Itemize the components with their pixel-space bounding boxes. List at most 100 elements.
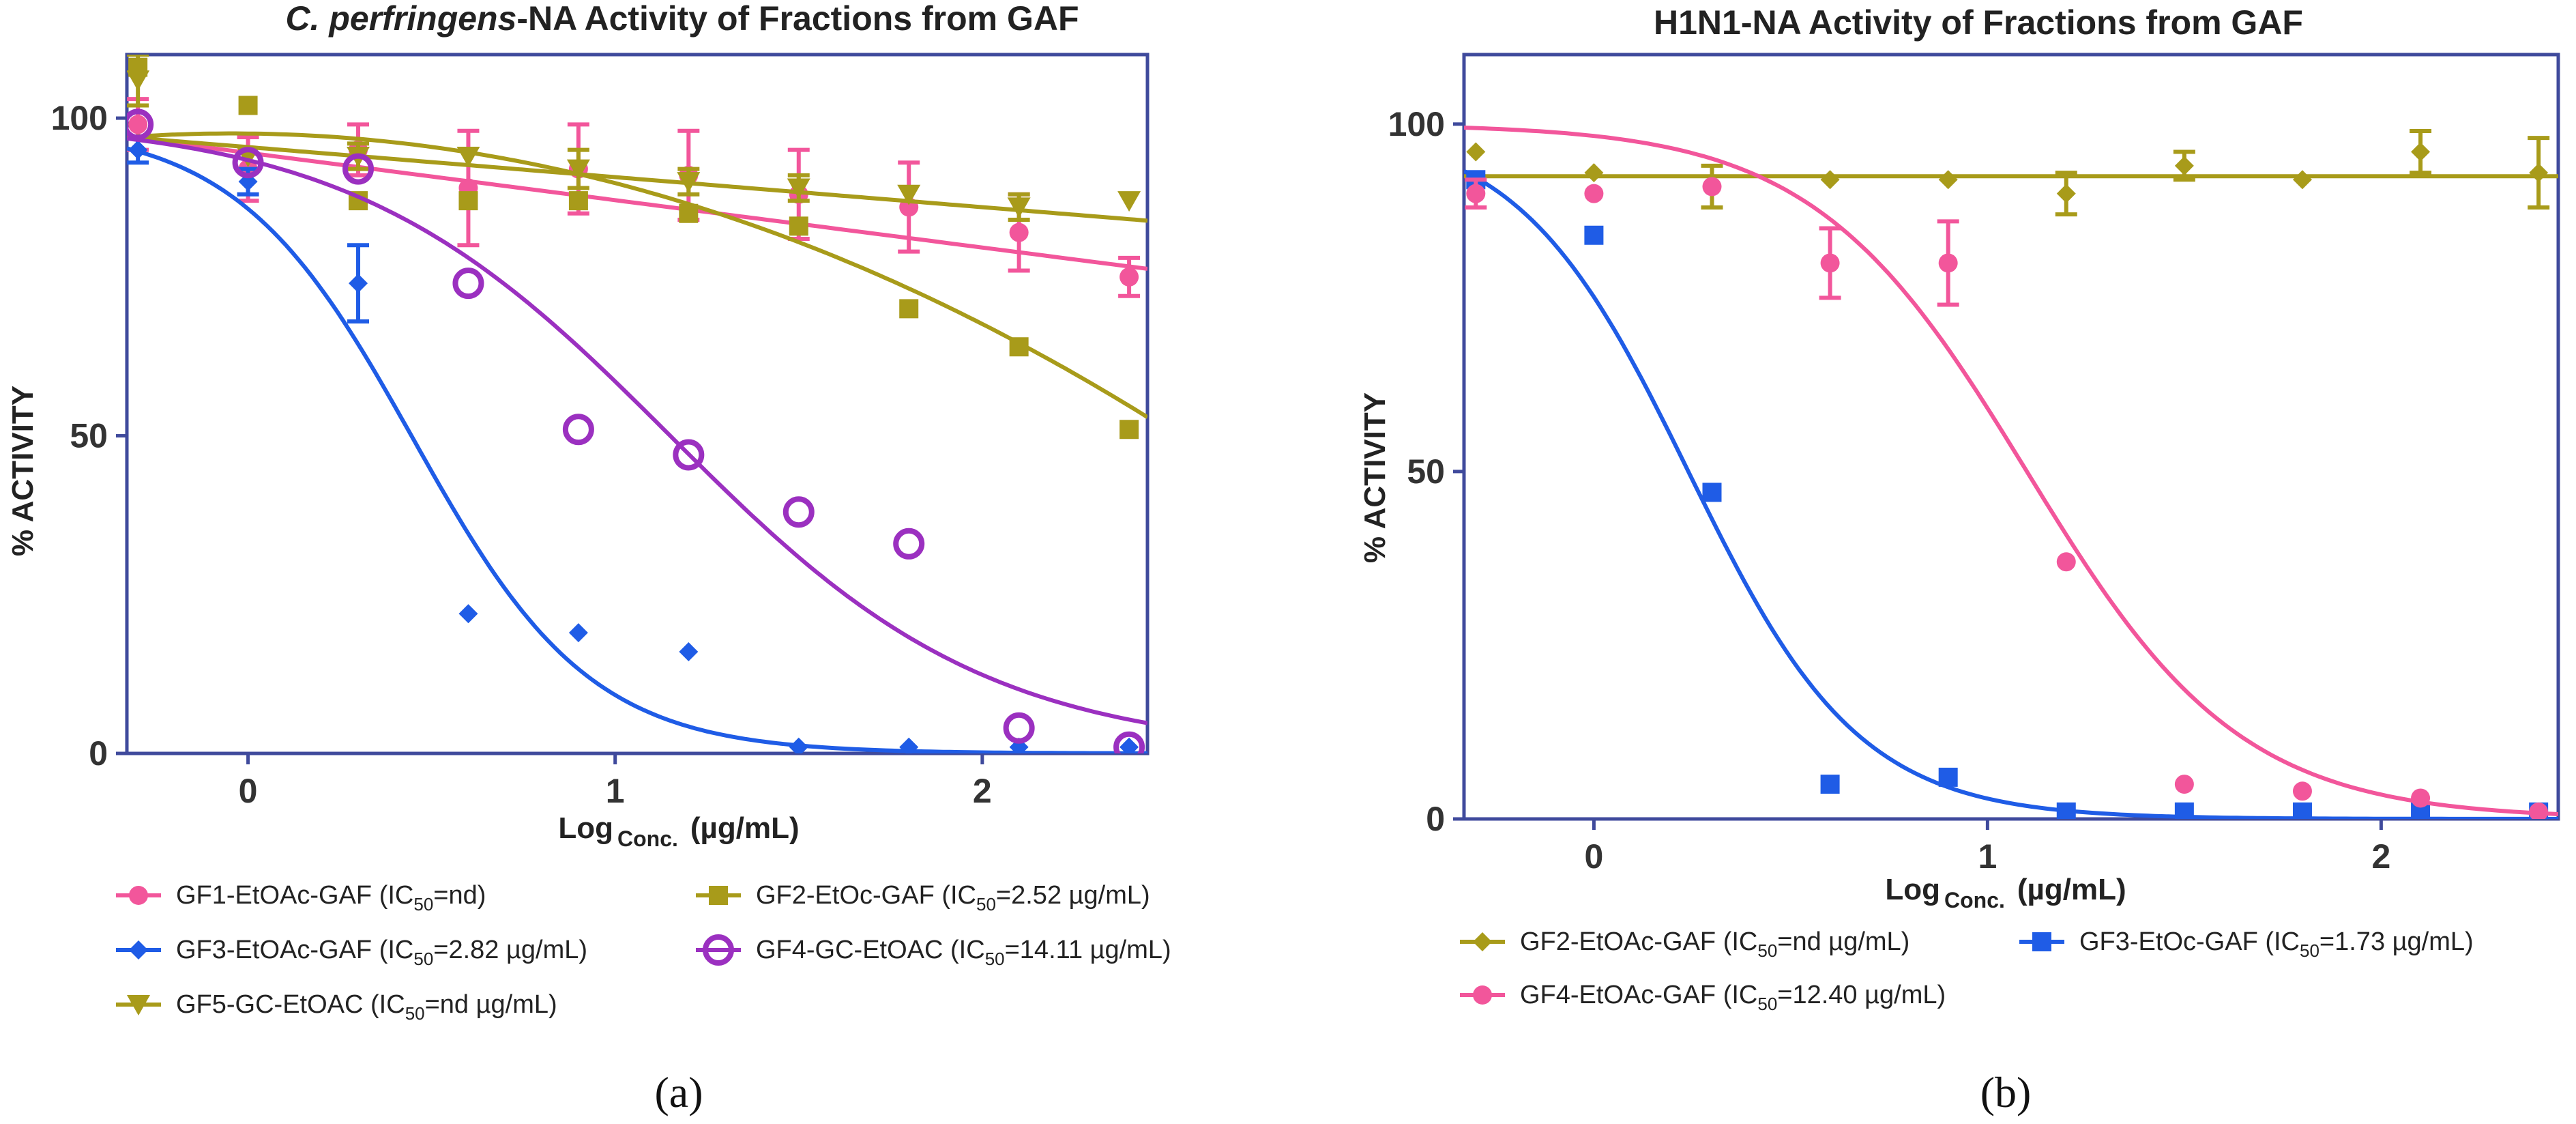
chart-b-y-tick-label: 0 bbox=[1426, 800, 1445, 838]
chart-b-series-3-point bbox=[1702, 177, 1722, 197]
chart-b-series-1-point bbox=[1938, 170, 1958, 190]
chart-a-series-5-point bbox=[782, 496, 815, 528]
chart-a-legend-label: GF3-EtOAc-GAF (IC50=2.82 µg/mL) bbox=[176, 936, 587, 969]
chart-a-legend-label: GF5-GC-EtOAC (IC50=nd µg/mL) bbox=[176, 990, 557, 1024]
chart-a-series-3-point bbox=[787, 178, 810, 199]
chart-b-plot-area: 0 50 100 0 1 2 bbox=[1388, 53, 2560, 876]
chart-b-legend-label: GF2-EtOAc-GAF (IC50=nd µg/mL) bbox=[1520, 927, 1909, 961]
chart-a-x-axis-label: Log Conc. (µg/mL) bbox=[558, 811, 799, 851]
chart-a-series-2 bbox=[127, 135, 1147, 753]
chart-a-series-2-point bbox=[679, 642, 699, 662]
chart-b-x-axis-label-sub: Conc. bbox=[1944, 888, 2005, 912]
chart-b-y-axis-label: % ACTIVITY bbox=[1358, 392, 1392, 563]
chart-b-series-2-point bbox=[1584, 225, 1604, 245]
chart-b-series-3-fit-curve bbox=[1464, 126, 2558, 816]
chart-a-series-3 bbox=[127, 55, 1147, 223]
panel-a-label: (a) bbox=[654, 1068, 703, 1116]
chart-a-series-2-point bbox=[1009, 737, 1029, 753]
chart-a-series-3-point bbox=[566, 159, 590, 180]
chart-b-series-3 bbox=[1464, 126, 2558, 819]
chart-b-x-axis-label-main: Log bbox=[1885, 873, 1940, 906]
chart-a-series-5-point bbox=[1113, 731, 1145, 753]
chart-a-x-axis-label-unit: (µg/mL) bbox=[690, 811, 800, 845]
chart-a-series-3-fit-curve bbox=[127, 135, 1147, 223]
chart-b-series-2-point bbox=[1938, 767, 1958, 787]
chart-a-series-5-point bbox=[127, 109, 154, 141]
chart-b-series-3-point bbox=[1938, 253, 1958, 273]
chart-b-series-3-point bbox=[1584, 184, 1604, 203]
chart-a-legend-swatch-marker bbox=[709, 886, 728, 905]
chart-a-series-4-point bbox=[238, 96, 258, 115]
chart-b-series-2-fit-curve bbox=[1464, 169, 2558, 819]
chart-b-x-axis-label-unit: (µg/mL) bbox=[2017, 873, 2126, 906]
chart-b-series-1-point bbox=[2529, 163, 2549, 183]
chart-b-legend: GF2-EtOAc-GAF (IC50=nd µg/mL) GF3-EtOc-GA… bbox=[1460, 927, 2474, 1014]
chart-a-series-1-point bbox=[128, 115, 148, 134]
chart-b-series-1 bbox=[1464, 129, 2558, 217]
chart-a-legend-swatch-marker bbox=[129, 940, 148, 960]
chart-a-series-5-fit-curve bbox=[127, 136, 1147, 725]
chart-b-series-1-point bbox=[2056, 184, 2076, 203]
chart-a-legend-item-1: GF1-EtOAc-GAF (IC50=nd) bbox=[116, 881, 486, 914]
chart-b-legend-item-2: GF3-EtOc-GAF (IC50=1.73 µg/mL) bbox=[2019, 927, 2474, 961]
chart-b-legend-label: GF4-EtOAc-GAF (IC50=12.40 µg/mL) bbox=[1520, 981, 1946, 1014]
chart-a-series-2-fit-curve bbox=[127, 146, 1147, 753]
chart-a-x-tick-label: 2 bbox=[973, 772, 992, 810]
chart-panel-a: C. perfringens-NA Activity of Fractions … bbox=[6, 0, 1171, 1116]
chart-a-plot-area: 0 50 100 0 1 2 bbox=[51, 53, 1150, 810]
chart-b-series-3-point bbox=[2411, 788, 2431, 808]
chart-b-legend-item-3: GF4-EtOAc-GAF (IC50=12.40 µg/mL) bbox=[1460, 981, 1946, 1014]
chart-a-series-5-point bbox=[562, 414, 594, 446]
chart-a-series-5-point bbox=[232, 147, 264, 179]
chart-a-series-3-point bbox=[677, 172, 701, 193]
chart-a-series-4-point bbox=[789, 216, 808, 236]
chart-a-series-5-point bbox=[452, 268, 484, 300]
chart-b-x-tick-label: 1 bbox=[1978, 837, 1997, 876]
chart-a-title-rest: -NA Activity of Fractions from GAF bbox=[516, 0, 1079, 38]
chart-b-series-1-point bbox=[2292, 170, 2312, 190]
chart-a-series-4-fit-curve bbox=[127, 131, 1147, 419]
chart-b-legend-label: GF3-EtOc-GAF (IC50=1.73 µg/mL) bbox=[2079, 927, 2474, 961]
chart-a-y-tick-label: 50 bbox=[70, 417, 108, 455]
chart-b-series-1-point bbox=[1584, 163, 1604, 183]
chart-a-series-1-point bbox=[1009, 222, 1029, 242]
chart-b-y-tick-label: 50 bbox=[1407, 452, 1445, 491]
chart-a-series-3-point bbox=[1007, 197, 1031, 218]
chart-a-legend-item-5: GF4-GC-EtOAC (IC50=14.11 µg/mL) bbox=[696, 934, 1171, 969]
chart-a-legend-item-2: GF3-EtOAc-GAF (IC50=2.82 µg/mL) bbox=[116, 936, 587, 969]
chart-b-title: H1N1-NA Activity of Fractions from GAF bbox=[1654, 3, 2303, 42]
chart-a-title: C. perfringens-NA Activity of Fractions … bbox=[285, 0, 1079, 38]
chart-a-series-4-point bbox=[128, 57, 148, 77]
chart-a-series-5-point bbox=[1003, 712, 1035, 744]
chart-a-series-5 bbox=[127, 109, 1147, 753]
chart-a-series-4-point bbox=[1119, 420, 1139, 439]
chart-a-series-2-point bbox=[458, 604, 478, 624]
chart-b-series-1-point bbox=[1466, 142, 1486, 162]
chart-a-series-5-point bbox=[673, 439, 705, 471]
chart-a-x-tick-label: 1 bbox=[606, 772, 625, 810]
chart-a-series-3-point bbox=[1117, 191, 1141, 212]
chart-a-y-tick-label: 100 bbox=[51, 99, 108, 137]
chart-a-series-4-point bbox=[1009, 337, 1029, 357]
chart-a-series-2-point bbox=[899, 737, 919, 753]
chart-a-series-2-point bbox=[789, 737, 808, 753]
chart-a-series-4-point bbox=[458, 191, 478, 211]
chart-b-legend-swatch-marker bbox=[1473, 985, 1492, 1005]
chart-a-y-axis-label: % ACTIVITY bbox=[6, 386, 40, 556]
chart-b-series-2-point bbox=[1820, 775, 1840, 794]
chart-b-series-2-point bbox=[1702, 482, 1722, 502]
chart-a-series-5-point bbox=[342, 153, 375, 185]
chart-b-series-3-point bbox=[2529, 802, 2549, 819]
chart-b-series-2-point bbox=[2292, 802, 2312, 819]
chart-b-x-axis-label: Log Conc. (µg/mL) bbox=[1885, 873, 2126, 912]
chart-b-y-tick-label: 100 bbox=[1388, 105, 1445, 143]
chart-b-series-3-point bbox=[2292, 781, 2312, 801]
chart-a-series-1-fit-curve bbox=[127, 135, 1147, 271]
chart-b-series-3-point bbox=[1820, 253, 1840, 273]
chart-a-series-2-point bbox=[1119, 737, 1139, 753]
chart-a-legend-label: GF4-GC-EtOAC (IC50=14.11 µg/mL) bbox=[756, 936, 1171, 969]
chart-b-series-2 bbox=[1464, 169, 2558, 819]
chart-a-x-tick-label: 0 bbox=[239, 772, 258, 810]
chart-a-series-4 bbox=[127, 57, 1147, 439]
